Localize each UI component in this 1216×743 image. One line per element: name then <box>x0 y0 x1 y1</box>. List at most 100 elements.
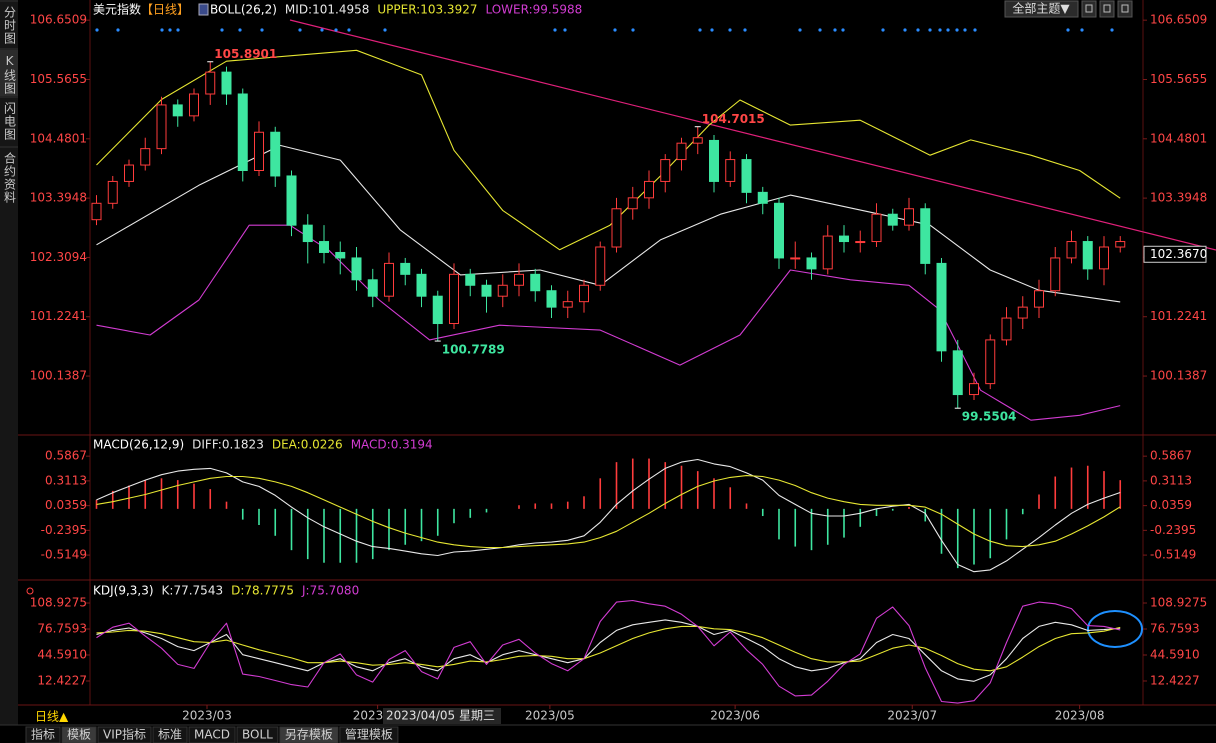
window-button[interactable] <box>1081 0 1097 18</box>
bottom-tab-bg[interactable] <box>339 726 399 743</box>
bottom-tab[interactable]: MACD <box>194 728 230 742</box>
candle-body <box>692 137 703 144</box>
x-tick-label: 2023/08 <box>1055 709 1105 723</box>
legend-entry: UPPER:103.3927 <box>377 3 477 17</box>
y-tick-label: 103.3948 <box>30 191 87 205</box>
bottom-tab[interactable]: 另存模板 <box>285 728 333 742</box>
signal-dot <box>710 28 714 32</box>
bottom-tab[interactable]: VIP指标 <box>103 727 146 742</box>
sidebar-tab[interactable]: 分时图 <box>3 6 17 45</box>
candle-body <box>855 241 866 244</box>
candle-body <box>806 257 817 270</box>
candle-body <box>546 290 557 308</box>
candle-body <box>822 235 833 270</box>
candle-body <box>709 139 719 182</box>
y-tick-label-right: 0.3113 <box>1150 473 1192 487</box>
y-tick-label-right: 108.9275 <box>1150 596 1207 610</box>
bottom-tab-bg[interactable] <box>61 726 97 743</box>
signal-dot <box>798 28 802 32</box>
candle-body <box>530 273 541 292</box>
y-tick-label-right: 101.2241 <box>1150 309 1207 323</box>
candle-body <box>579 284 589 303</box>
signal-dot <box>743 28 747 32</box>
indicator-line <box>96 619 1121 682</box>
signal-dot <box>818 28 822 32</box>
candle-body <box>969 383 979 396</box>
low-annotation: 100.7789 <box>442 343 505 357</box>
theme-button-bg[interactable] <box>1004 0 1079 18</box>
y-tick-label: 106.6509 <box>30 13 87 27</box>
low-annotation: 99.5504 <box>962 410 1017 424</box>
candle-body <box>871 213 882 243</box>
button-icon <box>1103 4 1111 13</box>
candle-body <box>140 148 151 166</box>
candle-body <box>384 262 394 297</box>
candle-body <box>416 273 427 297</box>
candle-body <box>335 251 346 259</box>
bottom-tab[interactable]: 标准 <box>158 728 182 742</box>
signal-dot <box>946 28 950 32</box>
signal-dot <box>116 28 120 32</box>
x-tick-label: 2023/05 <box>525 709 575 723</box>
y-tick-label: 44.5910 <box>37 647 87 661</box>
candle-body <box>254 131 264 172</box>
bottom-tab[interactable]: 指标 <box>31 727 55 742</box>
candle-body <box>449 273 459 325</box>
signal-dot <box>220 28 224 32</box>
candle-body <box>1017 306 1028 319</box>
indicator-icon <box>198 3 209 16</box>
y-tick-label: 101.2241 <box>30 309 87 323</box>
legend-entry: MACD(26,12,9) <box>93 438 184 452</box>
signal-dot <box>833 28 837 32</box>
signal-dot <box>903 28 907 32</box>
sidebar-tab[interactable]: K线图 <box>3 54 17 95</box>
candle-body <box>741 159 752 193</box>
candle-body <box>1050 257 1061 292</box>
legend-entry: K:77.7543 <box>162 584 224 598</box>
sidebar-tab[interactable]: 合约资料 <box>3 151 17 204</box>
window-button[interactable] <box>1099 0 1115 18</box>
button-icon <box>1085 4 1093 13</box>
candle-body <box>627 197 638 210</box>
candle-body <box>400 262 411 275</box>
period-toggle[interactable]: 日线▲ <box>35 710 69 724</box>
signal-dot <box>238 28 242 32</box>
legend-entry: MID:101.4958 <box>285 3 369 17</box>
candle-body <box>302 224 313 243</box>
y-tick-label: -0.5149 <box>41 548 87 562</box>
legend-entry: DIFF:0.1823 <box>192 438 264 452</box>
plot-group <box>96 599 1121 704</box>
bottom-tab-bg[interactable] <box>97 726 152 743</box>
bottom-tab[interactable]: BOLL <box>242 728 273 742</box>
signal-dot <box>613 28 617 32</box>
candle-body <box>91 202 102 221</box>
button-icon <box>1121 4 1129 13</box>
y-tick-label-right: 100.1387 <box>1150 369 1207 383</box>
window-button[interactable] <box>1117 0 1133 18</box>
candle-body <box>611 208 622 248</box>
signal-dot <box>320 28 324 32</box>
bottom-tab-bg[interactable] <box>236 726 279 743</box>
signal-dot <box>1110 28 1114 32</box>
candle-body <box>270 131 281 177</box>
crosshair-date: 2023/04/05 星期三 <box>386 709 495 723</box>
theme-button[interactable]: 全部主题▼ <box>1012 1 1070 16</box>
bottom-tab-bg[interactable] <box>279 726 339 743</box>
bottom-tab-bg[interactable] <box>188 726 236 743</box>
bottom-tab[interactable]: 模板 <box>67 728 91 742</box>
bottom-tab[interactable]: 管理模板 <box>345 727 393 742</box>
candle-body <box>660 159 671 182</box>
signal-dot <box>383 28 387 32</box>
plot-group <box>95 458 1122 573</box>
y-tick-label: 0.3113 <box>45 473 87 487</box>
signal-dot <box>95 28 99 32</box>
sidebar-tab[interactable]: 闪电图 <box>3 102 17 141</box>
candle-body <box>644 180 654 199</box>
candle-body <box>189 93 199 117</box>
signal-dot <box>928 28 932 32</box>
signal-dot <box>298 28 302 32</box>
bottom-tab-bg[interactable] <box>25 726 61 743</box>
bottom-tab-bg[interactable] <box>152 726 188 743</box>
